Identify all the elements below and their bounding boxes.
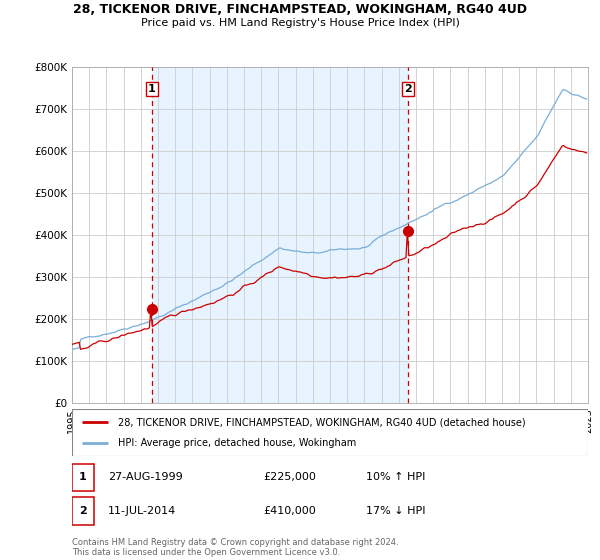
Text: 10% ↑ HPI: 10% ↑ HPI xyxy=(366,473,425,482)
Text: £225,000: £225,000 xyxy=(263,473,316,482)
Text: 17% ↓ HPI: 17% ↓ HPI xyxy=(366,506,425,516)
Text: HPI: Average price, detached house, Wokingham: HPI: Average price, detached house, Woki… xyxy=(118,438,356,448)
Text: 27-AUG-1999: 27-AUG-1999 xyxy=(108,473,183,482)
Text: Contains HM Land Registry data © Crown copyright and database right 2024.
This d: Contains HM Land Registry data © Crown c… xyxy=(72,538,398,557)
Text: £410,000: £410,000 xyxy=(263,506,316,516)
FancyBboxPatch shape xyxy=(72,497,94,525)
FancyBboxPatch shape xyxy=(72,409,588,456)
Text: Price paid vs. HM Land Registry's House Price Index (HPI): Price paid vs. HM Land Registry's House … xyxy=(140,18,460,28)
Text: 1: 1 xyxy=(79,473,87,482)
Bar xyxy=(152,67,408,403)
Text: 2: 2 xyxy=(404,84,412,94)
Text: 2: 2 xyxy=(79,506,87,516)
Text: 28, TICKENOR DRIVE, FINCHAMPSTEAD, WOKINGHAM, RG40 4UD (detached house): 28, TICKENOR DRIVE, FINCHAMPSTEAD, WOKIN… xyxy=(118,417,526,427)
FancyBboxPatch shape xyxy=(72,464,94,491)
Text: 11-JUL-2014: 11-JUL-2014 xyxy=(108,506,176,516)
Text: 1: 1 xyxy=(148,84,156,94)
Text: 28, TICKENOR DRIVE, FINCHAMPSTEAD, WOKINGHAM, RG40 4UD: 28, TICKENOR DRIVE, FINCHAMPSTEAD, WOKIN… xyxy=(73,3,527,16)
